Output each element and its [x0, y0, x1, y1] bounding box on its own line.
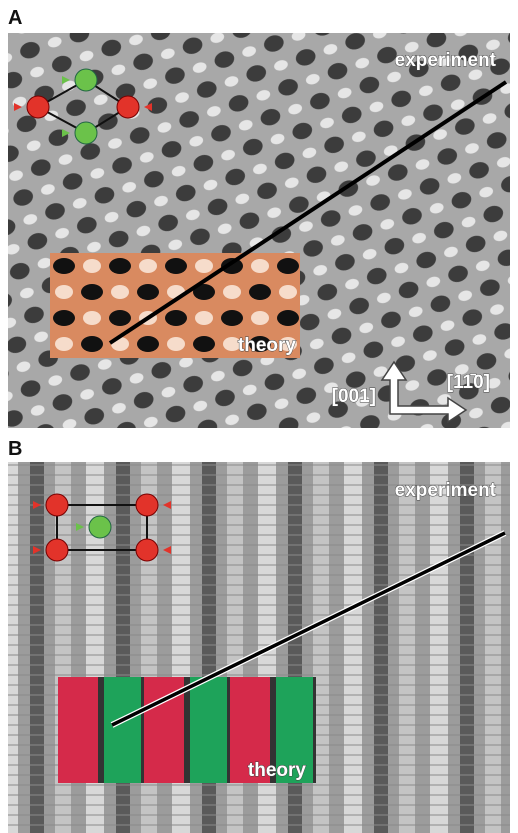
panel-a: A experiment theory [001] [11̄0] — [8, 7, 510, 428]
page: A experiment theory [001] [11̄0] B exper… — [0, 0, 518, 833]
panel-label: A — [8, 7, 22, 29]
panel-b: B experiment theory — [8, 438, 510, 833]
panel-label: B — [8, 438, 22, 460]
theory-label: theory — [238, 335, 297, 356]
experiment-label: experiment — [395, 480, 497, 501]
direction-label: [001] — [332, 386, 376, 407]
figure: A experiment theory [001] [11̄0] B exper… — [0, 0, 518, 833]
direction-label: [11̄0] — [447, 372, 490, 393]
stm-image — [8, 33, 510, 428]
theory-label: theory — [248, 760, 307, 781]
experiment-label: experiment — [395, 50, 497, 71]
